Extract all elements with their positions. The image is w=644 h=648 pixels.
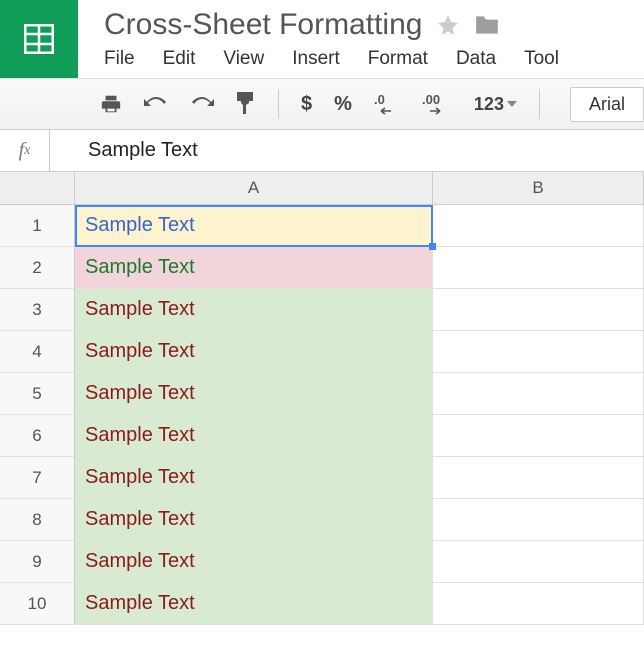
menu-tools[interactable]: Tool — [524, 48, 559, 70]
row-header[interactable]: 10 — [0, 583, 75, 625]
grid-row: 9Sample Text — [0, 541, 644, 583]
currency-button[interactable]: $ — [301, 93, 312, 116]
cell-A9[interactable]: Sample Text — [75, 541, 433, 583]
menu-file[interactable]: File — [104, 48, 135, 70]
grid-row: 5Sample Text — [0, 373, 644, 415]
formula-input[interactable]: Sample Text — [50, 139, 198, 162]
decrease-decimal-button[interactable]: .0 — [374, 92, 400, 116]
row-header[interactable]: 4 — [0, 331, 75, 373]
menu-view[interactable]: View — [223, 48, 264, 70]
row-header[interactable]: 1 — [0, 205, 75, 247]
row-header[interactable]: 2 — [0, 247, 75, 289]
sheets-logo[interactable] — [0, 0, 78, 78]
cell-B6[interactable] — [433, 415, 644, 457]
grid-row: 10Sample Text — [0, 583, 644, 625]
cell-A10[interactable]: Sample Text — [75, 583, 433, 625]
cell-B3[interactable] — [433, 289, 644, 331]
toolbar-separator — [278, 89, 279, 119]
row-header[interactable]: 5 — [0, 373, 75, 415]
row-header[interactable]: 6 — [0, 415, 75, 457]
print-icon[interactable] — [100, 93, 122, 115]
cell-A3[interactable]: Sample Text — [75, 289, 433, 331]
number-format-label: 123 — [474, 94, 504, 115]
cell-A1[interactable]: Sample Text — [75, 205, 433, 247]
font-family-button[interactable]: Arial — [570, 87, 644, 122]
menu-edit[interactable]: Edit — [163, 48, 196, 70]
grid-row: 7Sample Text — [0, 457, 644, 499]
star-icon[interactable] — [436, 13, 460, 37]
spreadsheet-grid: A B 1Sample Text2Sample Text3Sample Text… — [0, 172, 644, 625]
dropdown-icon — [507, 101, 517, 107]
number-format-button[interactable]: 123 — [474, 94, 517, 115]
cell-B10[interactable] — [433, 583, 644, 625]
cell-A7[interactable]: Sample Text — [75, 457, 433, 499]
select-all-corner[interactable] — [0, 172, 75, 205]
increase-decimal-button[interactable]: .00 — [422, 92, 452, 116]
row-header[interactable]: 8 — [0, 499, 75, 541]
redo-icon[interactable] — [190, 94, 214, 114]
fx-label: fx — [0, 130, 50, 171]
grid-row: 6Sample Text — [0, 415, 644, 457]
cell-B8[interactable] — [433, 499, 644, 541]
undo-icon[interactable] — [144, 94, 168, 114]
document-title[interactable]: Cross-Sheet Formatting — [104, 8, 422, 42]
cell-A5[interactable]: Sample Text — [75, 373, 433, 415]
grid-row: 4Sample Text — [0, 331, 644, 373]
cell-A4[interactable]: Sample Text — [75, 331, 433, 373]
svg-text:.0: .0 — [374, 92, 385, 107]
menu-bar: File Edit View Insert Format Data Tool — [104, 48, 644, 70]
cell-A2[interactable]: Sample Text — [75, 247, 433, 289]
grid-row: 3Sample Text — [0, 289, 644, 331]
cell-B7[interactable] — [433, 457, 644, 499]
row-header[interactable]: 7 — [0, 457, 75, 499]
svg-text:.00: .00 — [422, 92, 440, 107]
cell-B4[interactable] — [433, 331, 644, 373]
cell-B5[interactable] — [433, 373, 644, 415]
menu-insert[interactable]: Insert — [292, 48, 340, 70]
cell-A6[interactable]: Sample Text — [75, 415, 433, 457]
cell-B9[interactable] — [433, 541, 644, 583]
grid-icon — [24, 24, 54, 54]
cell-A8[interactable]: Sample Text — [75, 499, 433, 541]
toolbar: $ % .0 .00 123 Arial — [0, 78, 644, 130]
formula-bar: fx Sample Text — [0, 130, 644, 172]
menu-data[interactable]: Data — [456, 48, 496, 70]
row-header[interactable]: 3 — [0, 289, 75, 331]
toolbar-separator — [539, 89, 540, 119]
percent-button[interactable]: % — [334, 93, 352, 116]
cell-B2[interactable] — [433, 247, 644, 289]
folder-icon[interactable] — [474, 14, 500, 36]
grid-row: 1Sample Text — [0, 205, 644, 247]
selection-handle[interactable] — [429, 243, 436, 250]
paint-format-icon[interactable] — [236, 92, 256, 116]
cell-B1[interactable] — [433, 205, 644, 247]
grid-row: 8Sample Text — [0, 499, 644, 541]
row-header[interactable]: 9 — [0, 541, 75, 583]
column-header-A[interactable]: A — [75, 172, 433, 205]
grid-row: 2Sample Text — [0, 247, 644, 289]
menu-format[interactable]: Format — [368, 48, 428, 70]
column-header-B[interactable]: B — [433, 172, 644, 205]
app-header: Cross-Sheet Formatting File Edit View In… — [0, 0, 644, 78]
